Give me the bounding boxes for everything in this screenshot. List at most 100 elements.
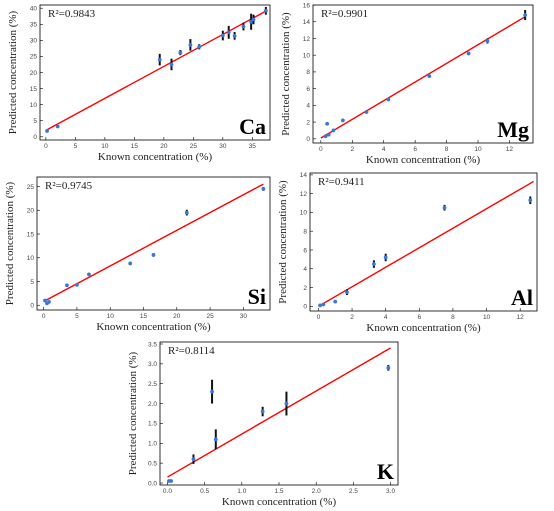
- data-point: [323, 134, 328, 139]
- data-point: [188, 42, 193, 47]
- y-tick-label: 2: [303, 285, 307, 292]
- r-squared-label: R²=0.9411: [318, 176, 365, 188]
- data-point: [128, 261, 133, 266]
- fit-line: [167, 347, 391, 478]
- data-point: [371, 262, 376, 266]
- x-tick-label: 4: [384, 314, 388, 321]
- x-tick-label: 12: [506, 146, 514, 153]
- x-axis-label: Known concentration (%): [96, 321, 211, 333]
- r-squared-label: R²=0.9843: [48, 8, 96, 20]
- y-tick-label: 8: [303, 229, 307, 236]
- y-tick-label: 10: [30, 102, 38, 109]
- x-tick-label: 5: [75, 313, 79, 320]
- x-tick-label: 6: [417, 314, 421, 321]
- y-tick-label: 0: [306, 136, 310, 143]
- x-tick-label: 15: [131, 143, 139, 150]
- data-point: [466, 51, 471, 56]
- y-tick-label: 15: [27, 231, 35, 238]
- x-tick-label: 3.0: [386, 488, 395, 495]
- data-point: [191, 457, 196, 462]
- y-axis-label: Predicted concentration (%): [277, 180, 289, 304]
- plot-frame: [309, 172, 538, 312]
- data-point: [345, 290, 349, 295]
- x-tick-label: 0: [317, 314, 321, 321]
- data-point: [169, 479, 174, 483]
- data-point: [251, 17, 256, 22]
- y-tick-label: 25: [27, 184, 35, 191]
- y-tick-label: 20: [30, 70, 38, 77]
- data-point: [55, 124, 60, 129]
- y-tick-label: 1.5: [148, 421, 157, 428]
- y-tick-label: 10: [300, 210, 308, 217]
- data-point: [523, 13, 528, 17]
- x-tick-label: 0: [319, 146, 323, 153]
- data-point: [333, 299, 338, 304]
- fit-line: [318, 180, 534, 307]
- data-point: [45, 129, 49, 133]
- x-tick-label: 10: [474, 146, 482, 153]
- y-tick-label: 2.0: [148, 401, 157, 408]
- data-point: [232, 33, 237, 38]
- fit-line: [320, 16, 526, 139]
- y-axis-label: Predicted concentration (%): [127, 351, 139, 475]
- data-point: [249, 19, 254, 24]
- y-tick-label: 3.5: [148, 341, 157, 348]
- x-axis-label: Known concentration (%): [366, 322, 481, 334]
- x-tick-label: 8: [445, 146, 449, 153]
- data-point: [213, 437, 218, 442]
- x-tick-label: 2: [350, 314, 354, 321]
- r-squared-label: R²=0.9901: [321, 8, 368, 20]
- x-tick-label: 12: [517, 314, 525, 321]
- data-point: [386, 97, 391, 102]
- element-label: K: [377, 459, 394, 484]
- y-tick-label: 12: [303, 36, 311, 43]
- data-point: [427, 74, 432, 78]
- y-tick-label: 5: [30, 279, 34, 286]
- y-axis-label: Predicted concentration (%): [4, 181, 16, 305]
- data-point: [241, 24, 246, 29]
- y-tick-label: 35: [30, 22, 38, 29]
- element-label: Si: [248, 284, 266, 309]
- y-tick-label: 40: [30, 6, 38, 13]
- y-tick-label: 5: [33, 118, 37, 125]
- x-tick-label: 0.0: [163, 488, 172, 495]
- x-tick-label: 1.0: [237, 488, 246, 495]
- y-tick-label: 10: [303, 52, 311, 59]
- data-point: [151, 253, 156, 257]
- x-tick-label: 20: [160, 143, 168, 150]
- data-point: [340, 118, 345, 123]
- data-point: [220, 33, 225, 38]
- x-tick-label: 30: [219, 143, 227, 150]
- y-tick-label: 4: [306, 103, 310, 110]
- data-point: [383, 255, 388, 260]
- data-point: [528, 198, 533, 203]
- data-point: [226, 30, 231, 35]
- x-tick-label: 2.0: [312, 488, 321, 495]
- x-tick-label: 2.5: [349, 488, 358, 495]
- data-point: [260, 409, 265, 414]
- data-point: [87, 272, 91, 277]
- data-point: [261, 186, 266, 191]
- y-tick-label: 2: [306, 119, 310, 126]
- y-tick-label: 0.0: [148, 480, 157, 487]
- r-squared-label: R²=0.9745: [45, 180, 93, 192]
- element-label: Ca: [239, 114, 266, 139]
- y-tick-label: 2.5: [148, 381, 157, 388]
- data-point: [197, 44, 202, 49]
- data-point: [75, 282, 79, 287]
- data-point: [47, 300, 51, 304]
- x-tick-label: 8: [451, 314, 455, 321]
- y-axis-label: Predicted concentration (%): [7, 10, 19, 134]
- data-point: [386, 365, 391, 370]
- x-tick-label: 35: [249, 143, 257, 150]
- x-tick-label: 6: [413, 146, 417, 153]
- data-point: [43, 298, 47, 303]
- data-point: [325, 121, 330, 126]
- x-axis-label: Known concentration (%): [98, 151, 213, 163]
- x-tick-label: 2: [350, 146, 354, 153]
- element-label: Mg: [497, 117, 529, 142]
- y-tick-label: 15: [30, 86, 38, 93]
- x-tick-label: 10: [101, 143, 109, 150]
